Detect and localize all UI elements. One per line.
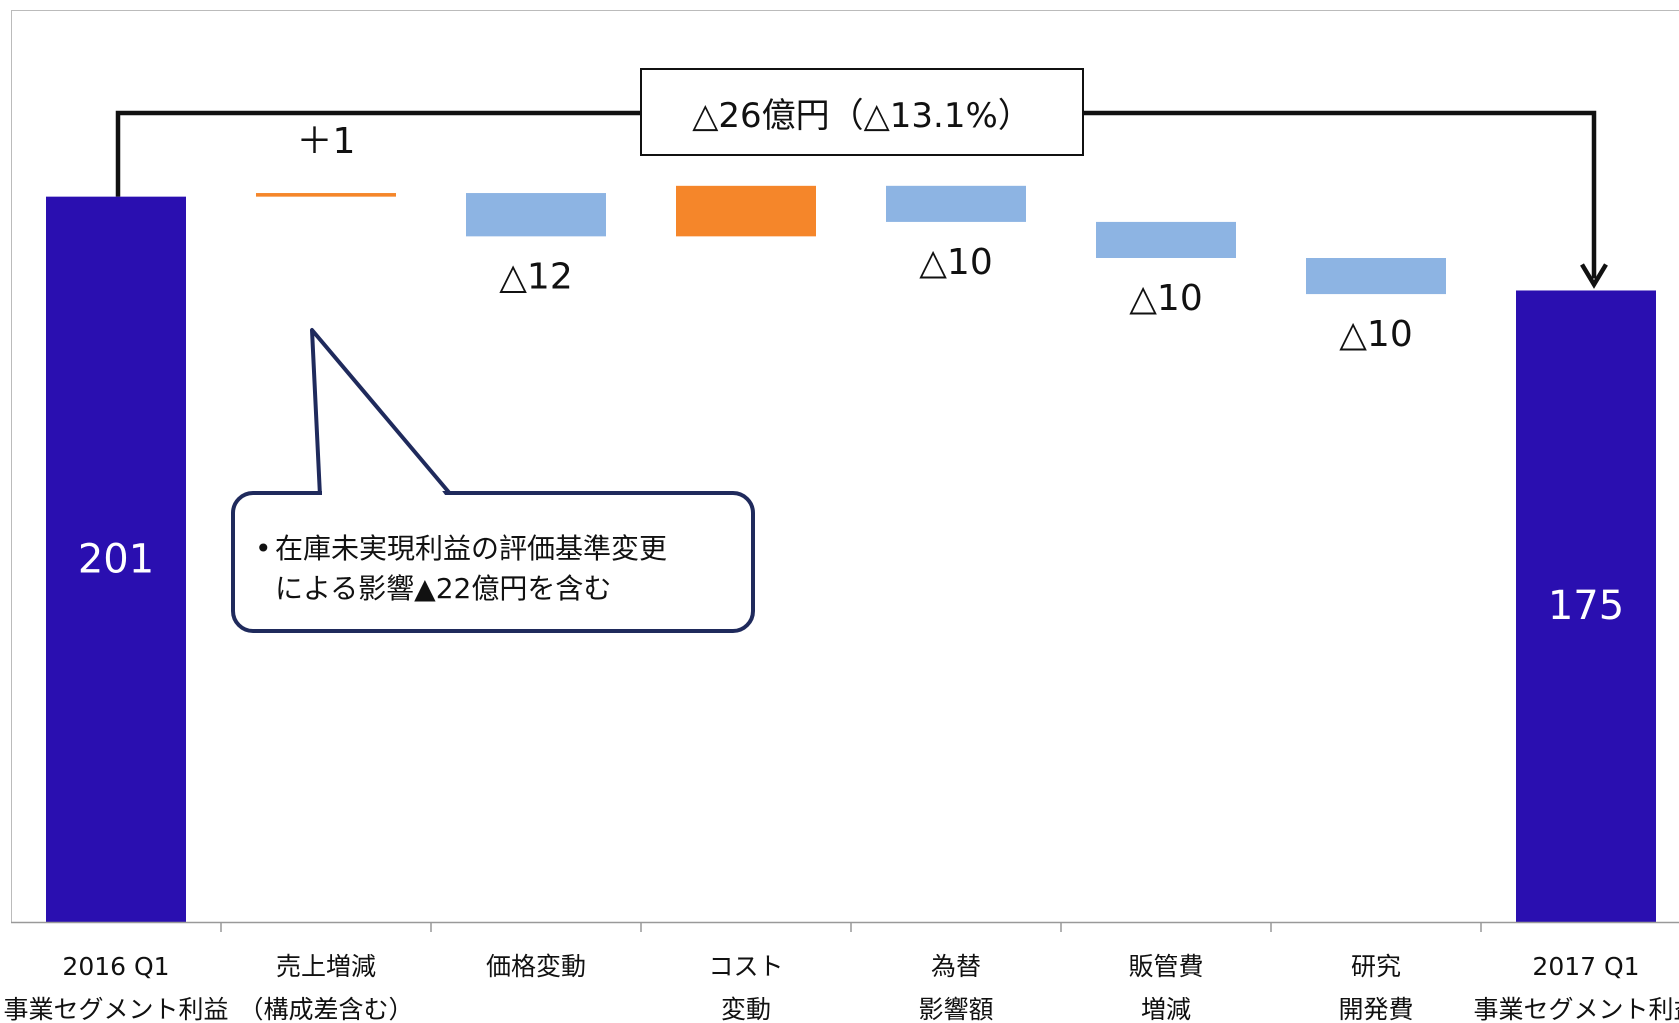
bracket-arrowhead [1580,263,1608,289]
data-label-4: △10 [919,242,993,283]
data-label-0: 201 [78,536,154,582]
data-label-7: 175 [1548,583,1624,629]
category-label-3-0: コスト [708,952,783,981]
bar-4 [886,185,1026,222]
total-change-label: △26億円（△13.1%） [692,95,1032,136]
bars-layer [46,185,1656,923]
category-label-4-0: 為替 [931,952,981,981]
bar-5 [1096,221,1236,258]
bar-7 [1516,290,1656,922]
bar-0 [46,196,186,923]
data-label-5: △10 [1129,278,1203,319]
annotation-bullet: • [255,532,272,565]
category-label-0-0: 2016 Q1 [62,952,169,981]
annotation-callout: • 在庫未実現利益の評価基準変更 による影響▲22億円を含む [231,491,755,633]
category-label-6-0: 研究 [1351,952,1401,981]
bar-1 [256,193,396,197]
data-label-6: △10 [1339,314,1413,355]
total-change-box: △26億円（△13.1%） [640,68,1084,156]
bar-3 [676,185,816,237]
category-label-1-1: （構成差含む） [238,995,413,1023]
category-label-7-0: 2017 Q1 [1532,952,1639,981]
category-label-6-1: 開発費 [1338,995,1413,1023]
category-label-7-1: 事業セグメント利益 [1473,995,1679,1023]
bar-2 [466,193,606,237]
data-label-2: △12 [499,256,573,297]
category-label-5-0: 販管費 [1128,952,1203,981]
category-label-0-1: 事業セグメント利益 [3,995,228,1023]
category-label-4-1: 影響額 [918,995,993,1023]
category-label-5-1: 増減 [1141,995,1191,1023]
annotation-text-1: 在庫未実現利益の評価基準変更 [275,532,668,565]
annotation-line-2: による影響▲22億円を含む [255,569,731,609]
data-label-1: ＋1 [297,121,356,162]
category-label-2-0: 価格変動 [486,952,586,981]
category-label-3-1: 変動 [721,995,771,1023]
annotation-text-2: による影響▲22億円を含む [275,572,612,605]
annotation-line-1: • 在庫未実現利益の評価基準変更 [255,529,731,569]
bar-6 [1306,258,1446,295]
category-label-1-0: 売上増減 [276,952,376,981]
